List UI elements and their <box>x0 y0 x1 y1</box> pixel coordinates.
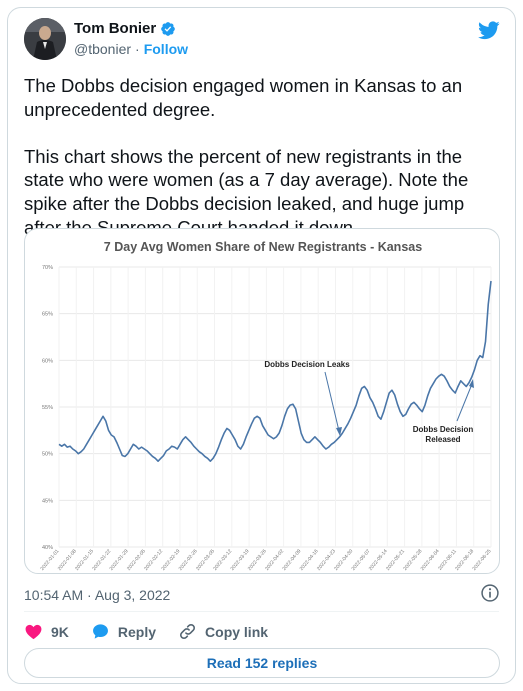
annotation-arrowhead-leaks <box>336 427 342 436</box>
series-line <box>58 280 492 462</box>
copy-link-label: Copy link <box>205 623 269 640</box>
action-bar: 9K Reply Copy link <box>24 622 290 641</box>
y-tick-label: 70% <box>42 265 53 271</box>
tweet-text: The Dobbs decision engaged women in Kans… <box>24 75 469 238</box>
annotation-arrow-leaks <box>324 371 340 432</box>
avatar[interactable] <box>24 18 66 60</box>
info-icon[interactable] <box>480 583 500 603</box>
line-chart: 7 Day Avg Women Share of New Registrants… <box>39 240 492 572</box>
y-tick-label: 45% <box>42 498 53 504</box>
follow-button[interactable]: Follow <box>143 41 189 57</box>
y-tick-label: 40% <box>42 545 53 551</box>
chart-title: 7 Day Avg Women Share of New Registrants… <box>104 240 422 254</box>
twitter-bird-icon[interactable] <box>478 21 500 40</box>
reply-button[interactable]: Reply <box>91 622 156 641</box>
speech-bubble-icon <box>92 624 108 639</box>
y-tick-label: 60% <box>42 358 53 364</box>
y-tick-label: 50% <box>42 452 53 458</box>
chart-image[interactable]: 7 Day Avg Women Share of New Registrants… <box>24 228 500 574</box>
author-name[interactable]: Tom Bonier <box>74 20 157 37</box>
author-handle[interactable]: @tbonier <box>74 41 132 57</box>
handle-row: @tbonier · Follow <box>74 41 188 57</box>
avatar-image <box>24 18 66 60</box>
copy-link-button[interactable]: Copy link <box>178 622 268 641</box>
annotation-label-released: Dobbs Decision <box>413 425 474 434</box>
like-button[interactable]: 9K <box>24 622 69 641</box>
annotation-arrowhead-released <box>469 379 474 388</box>
like-count: 9K <box>51 623 69 640</box>
separator-dot: · <box>135 41 140 57</box>
timestamp[interactable]: 10:54 AM · Aug 3, 2022 <box>24 587 171 603</box>
read-replies-button[interactable]: Read 152 replies <box>24 648 500 678</box>
tweet-card: Tom Bonier @tbonier · Follow The Dobbs d… <box>7 7 516 684</box>
annotation-label-released-2: Released <box>425 435 460 444</box>
verified-badge-icon <box>161 21 176 36</box>
annotation-arrow-released <box>456 383 473 422</box>
author-row: Tom Bonier <box>74 20 176 37</box>
y-tick-label: 65% <box>42 312 53 318</box>
y-tick-label: 55% <box>42 405 53 411</box>
divider <box>24 611 499 612</box>
reply-label: Reply <box>117 623 157 640</box>
link-icon <box>180 624 196 639</box>
heart-icon <box>25 624 42 640</box>
annotation-label-leaks: Dobbs Decision Leaks <box>264 360 350 369</box>
